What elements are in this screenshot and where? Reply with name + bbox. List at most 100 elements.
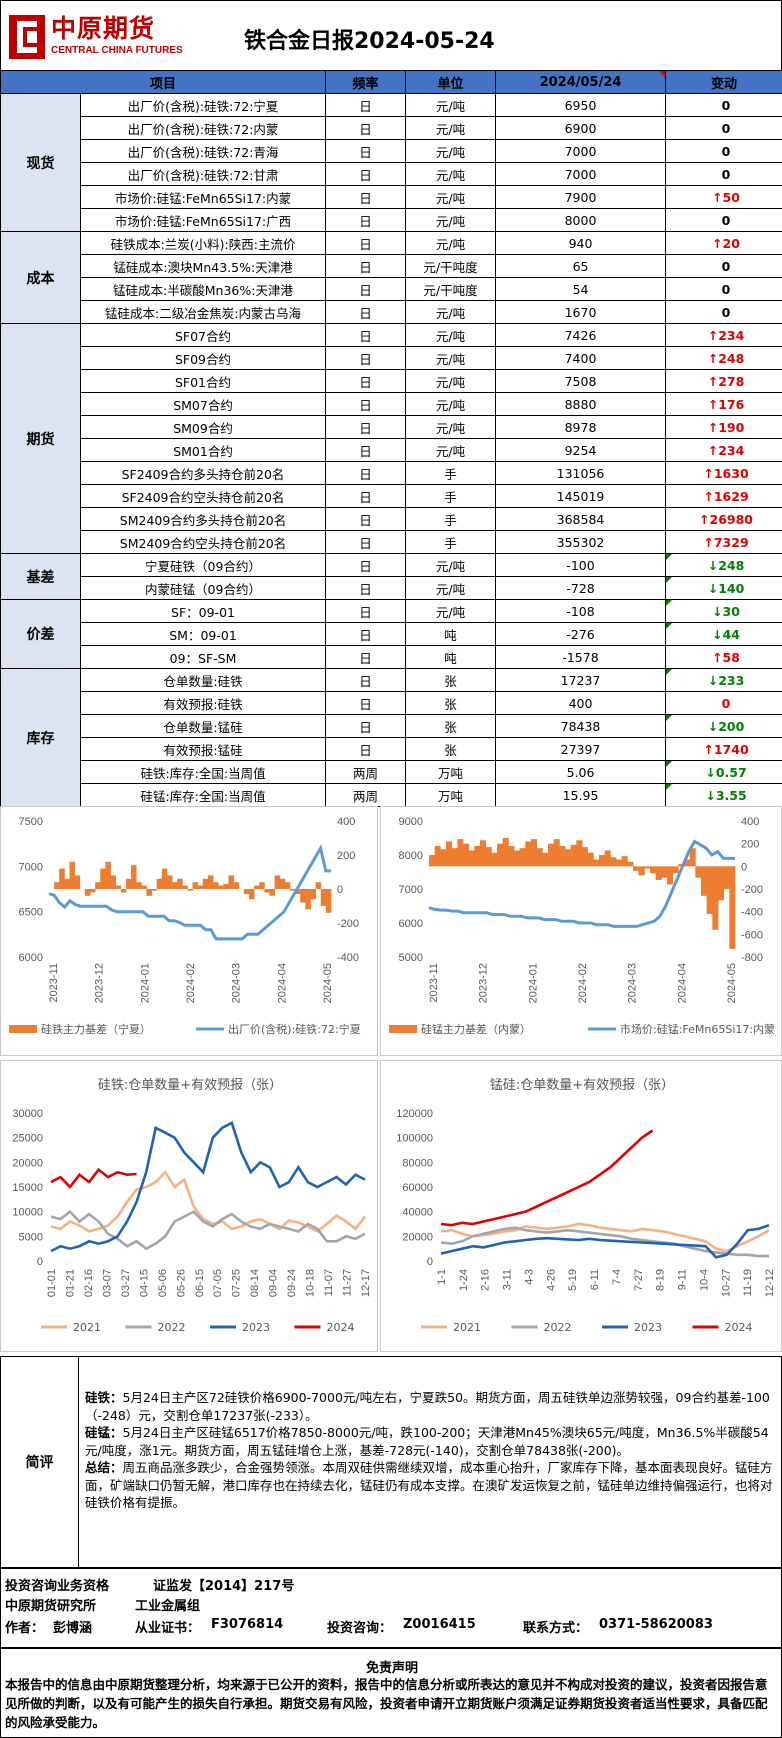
- author-name: 彭博涵: [53, 1621, 93, 1636]
- x-axis-tick: 4-3: [523, 1269, 535, 1285]
- change-cell: ↓248: [670, 558, 782, 573]
- change-value: 200: [718, 718, 745, 734]
- basis-bar: [325, 889, 332, 913]
- row-change: ↑190: [665, 415, 782, 439]
- row-frequency: 日: [325, 645, 407, 669]
- row-change: ↓44: [665, 622, 782, 646]
- row-change: ↑248: [665, 346, 782, 370]
- basis-bar: [197, 885, 204, 889]
- basis-bar: [254, 885, 260, 889]
- x-axis-tick: 11-19: [742, 1269, 754, 1296]
- right-axis-tick: -400: [337, 952, 359, 964]
- row-item: SF：09-01: [79, 599, 327, 623]
- basis-bar: [706, 866, 713, 914]
- disclaimer-text: 本报告中的信息由中原期货整理分析，均来源于已公开的资料，报告中的信息分析或所表达…: [5, 1677, 768, 1730]
- table-row: SM2409合约空头持仓前20名日手 355302 ↑7329: [1, 530, 782, 554]
- basis-bar: [457, 839, 464, 867]
- row-change: ↑1629: [665, 484, 782, 508]
- row-item: 出厂价(含税):硅铁:72:甘肃: [79, 162, 327, 186]
- row-value: 7400: [495, 346, 667, 370]
- row-unit: 元/吨: [405, 392, 497, 416]
- x-axis-tick: 7-27: [633, 1269, 645, 1291]
- table-row: 出厂价(含税):硅铁:72:内蒙日元/吨 6900 0: [1, 116, 782, 140]
- report-header: 中原期货 CENTRAL CHINA FUTURES 铁合金日报2024-05-…: [0, 0, 782, 72]
- row-change: ↑234: [665, 438, 782, 462]
- row-change: ↑234: [665, 323, 782, 347]
- x-axis-tick: 09-24: [286, 1269, 298, 1297]
- change-cell: 0: [670, 259, 782, 274]
- basis-bar: [655, 866, 662, 880]
- row-item: 仓单数量:硅铁: [79, 668, 327, 692]
- contact-label: 联系方式：: [523, 1621, 589, 1636]
- x-axis-tick: 2-16: [480, 1269, 492, 1291]
- commentary-paragraph: 硅锰：5月24日主产区硅锰6517价格7850-8000元/吨，跌100-200…: [85, 1424, 779, 1459]
- change-value: 50: [722, 189, 740, 205]
- row-unit: 元/干吨度: [405, 277, 497, 301]
- row-unit: 元/吨: [405, 553, 497, 577]
- row-item: SF09合约: [79, 346, 327, 370]
- row-unit: 元/吨: [405, 438, 497, 462]
- change-value: 1629: [713, 488, 749, 504]
- department: 工业金属组: [135, 1599, 201, 1614]
- row-item: SM01合约: [79, 438, 327, 462]
- right-axis-tick: -800: [741, 952, 763, 964]
- row-frequency: 日: [325, 415, 407, 439]
- change-value: 1740: [713, 741, 749, 757]
- table-row: 成本 硅铁成本:兰炭(小料):陕西:主流价日元/吨 940 ↑20: [0, 231, 782, 324]
- change-cell: ↑26980: [670, 512, 782, 527]
- legend-label: 2021: [73, 1321, 101, 1334]
- chart-sm-warrants-svg: 锰硅:仓单数量+有效预报（张） 120000 100000 80000 60000 400…: [396, 1078, 776, 1334]
- left-axis-tick: 7500: [19, 816, 43, 828]
- basis-bar: [248, 889, 255, 900]
- basis-bar: [661, 866, 668, 878]
- arrow-up-icon: ↑: [707, 396, 719, 412]
- commentary-section: 简评 硅铁：5月24日主产区72硅铁价格6900-7000元/吨左右，宁夏跌50…: [0, 1356, 782, 1568]
- legend-swatch-icon: [9, 1025, 37, 1033]
- basis-bar: [90, 889, 96, 893]
- row-change: 0: [665, 277, 782, 301]
- series-line: [50, 1121, 366, 1253]
- cell-marker-icon: [666, 669, 673, 675]
- basis-bar: [553, 839, 560, 867]
- right-axis-tick: 200: [337, 850, 355, 862]
- basis-bar: [131, 865, 137, 889]
- row-unit: 万吨: [405, 760, 497, 784]
- basis-bar: [559, 845, 566, 867]
- arrow-up-icon: ↑: [707, 373, 719, 389]
- basis-bar: [115, 885, 122, 889]
- row-frequency: 日: [325, 300, 407, 324]
- arrow-up-icon: ↑: [707, 419, 719, 435]
- change-value: 58: [722, 649, 740, 665]
- right-axis-tick: -400: [741, 907, 763, 919]
- row-change: 0: [665, 162, 782, 186]
- basis-bar: [723, 866, 730, 889]
- change-value: 190: [718, 419, 745, 435]
- change-value: 0: [721, 281, 731, 297]
- commentary-heading: 硅铁：: [85, 1390, 123, 1405]
- legend-label: 2021: [453, 1321, 481, 1334]
- basis-bar: [502, 838, 509, 867]
- y-axis-tick: 20000: [12, 1157, 43, 1169]
- change-cell: 0: [670, 305, 782, 320]
- row-item: 锰硅成本:二级冶金焦炭:内蒙古乌海: [79, 300, 327, 324]
- x-axis-tick: 10-18: [305, 1269, 317, 1297]
- y-axis-tick: 0: [427, 1256, 433, 1268]
- col-header-date-label: 2024/05/24: [539, 74, 622, 90]
- basis-bar: [633, 866, 640, 871]
- arrow-up-icon: ↑: [707, 442, 719, 458]
- change-cell: 0: [670, 213, 782, 228]
- table-row: 库存 仓单数量:硅铁日张 17237 ↓233: [0, 668, 782, 807]
- row-value: -1578: [495, 645, 667, 669]
- basis-bar: [156, 878, 163, 889]
- y-axis-tick: 40000: [402, 1207, 433, 1219]
- basis-bar: [616, 859, 623, 867]
- group-label: 库存: [0, 668, 81, 807]
- x-axis-tick: 2024-02: [577, 963, 589, 1003]
- basis-bar: [64, 878, 70, 889]
- row-change: ↑58: [665, 645, 782, 669]
- group-label: 成本: [0, 231, 81, 324]
- row-frequency: 日: [325, 599, 407, 623]
- row-value: 1670: [495, 300, 667, 324]
- row-unit: 元/吨: [405, 369, 497, 393]
- basis-bar: [59, 868, 65, 889]
